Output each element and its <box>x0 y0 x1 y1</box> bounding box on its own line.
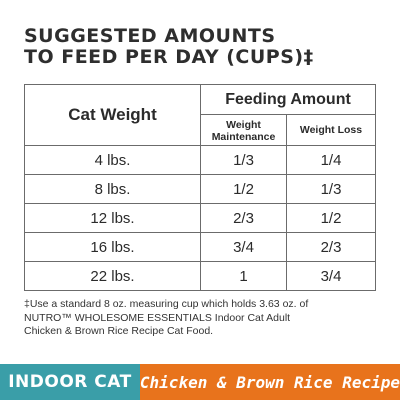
footnote-line-3: Chicken & Brown Rice Recipe Cat Food. <box>24 325 214 337</box>
weight-maintenance-line-1: Weight <box>226 118 261 131</box>
weight-loss-header: Weight Loss <box>286 114 376 146</box>
maintenance-cell: 1/2 <box>200 174 287 204</box>
indoor-cat-label: INDOOR CAT <box>0 364 140 400</box>
weight-loss-cell: 3/4 <box>286 261 376 291</box>
maintenance-cell: 1 <box>200 261 287 291</box>
table-row: 4 lbs. 1/3 1/4 <box>24 145 376 175</box>
table-row: 22 lbs. 1 3/4 <box>24 261 376 291</box>
footnote-line-1: ‡Use a standard 8 oz. measuring cup whic… <box>24 298 309 310</box>
recipe-label: Chicken & Brown Rice Recipe <box>139 364 400 400</box>
cat-weight-header: Cat Weight <box>24 84 201 146</box>
cat-weight-cell: 22 lbs. <box>24 261 201 291</box>
maintenance-cell: 1/3 <box>200 145 287 175</box>
feeding-guide-title: SUGGESTED AMOUNTS TO FEED PER DAY (CUPS)… <box>24 26 384 68</box>
cat-weight-cell: 12 lbs. <box>24 203 201 233</box>
table-subheader-row: Weight Maintenance Weight Loss <box>25 114 376 146</box>
cat-weight-cell: 8 lbs. <box>24 174 201 204</box>
table-row: 12 lbs. 2/3 1/2 <box>24 203 376 233</box>
title-line-1: SUGGESTED AMOUNTS <box>24 25 276 47</box>
maintenance-cell: 3/4 <box>200 232 287 262</box>
table-header-row: Cat Weight Feeding Amount <box>24 84 376 146</box>
footnote: ‡Use a standard 8 oz. measuring cup whic… <box>24 298 384 339</box>
cat-weight-cell: 4 lbs. <box>24 145 201 175</box>
footnote-line-2: NUTRO™ WHOLESOME ESSENTIALS Indoor Cat A… <box>24 311 291 324</box>
cat-weight-cell: 16 lbs. <box>24 232 201 262</box>
title-line-2: TO FEED PER DAY (CUPS)‡ <box>24 46 314 68</box>
weight-maintenance-header: Weight Maintenance <box>200 114 287 146</box>
table-row: 16 lbs. 3/4 2/3 <box>24 232 376 262</box>
feeding-amount-header: Feeding Amount <box>200 84 376 115</box>
weight-loss-cell: 1/4 <box>286 145 376 175</box>
table-row: 8 lbs. 1/2 1/3 <box>24 174 376 204</box>
weight-loss-cell: 2/3 <box>286 232 376 262</box>
weight-maintenance-line-2: Maintenance <box>211 130 276 143</box>
product-banner: INDOOR CAT Chicken & Brown Rice Recipe <box>0 364 400 400</box>
weight-loss-cell: 1/3 <box>286 174 376 204</box>
feeding-table: Cat Weight Feeding Amount Weight Mainten… <box>24 84 376 291</box>
maintenance-cell: 2/3 <box>200 203 287 233</box>
weight-loss-cell: 1/2 <box>286 203 376 233</box>
